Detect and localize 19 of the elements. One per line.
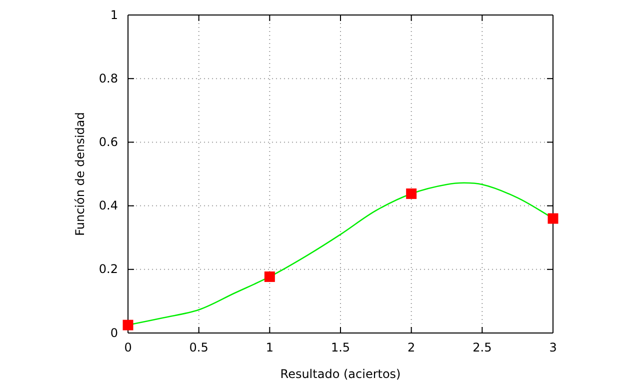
point xyxy=(264,271,275,282)
x-tick-label: 1 xyxy=(266,340,274,355)
y-tick-label: 0.4 xyxy=(98,198,118,213)
point xyxy=(548,213,558,224)
y-tick-label: 0.6 xyxy=(98,135,118,150)
point xyxy=(406,188,417,199)
x-tick-label: 3 xyxy=(549,340,557,355)
y-axis-title: Función de densidad xyxy=(73,112,87,236)
x-tick-label: 1.5 xyxy=(330,340,350,355)
x-tick-label: 2.5 xyxy=(472,340,492,355)
x-axis-title: Resultado (aciertos) xyxy=(280,367,401,381)
y-tick-label: 1 xyxy=(110,8,118,22)
y-tick-label: 0.2 xyxy=(98,262,118,276)
x-tick-label: 2 xyxy=(408,340,416,355)
y-tick-label: 0 xyxy=(110,326,118,340)
y-tick-label: 0.8 xyxy=(98,71,118,86)
point xyxy=(122,320,134,330)
x-tick-label: 0.5 xyxy=(189,340,208,355)
x-tick-label: 0 xyxy=(124,340,132,355)
